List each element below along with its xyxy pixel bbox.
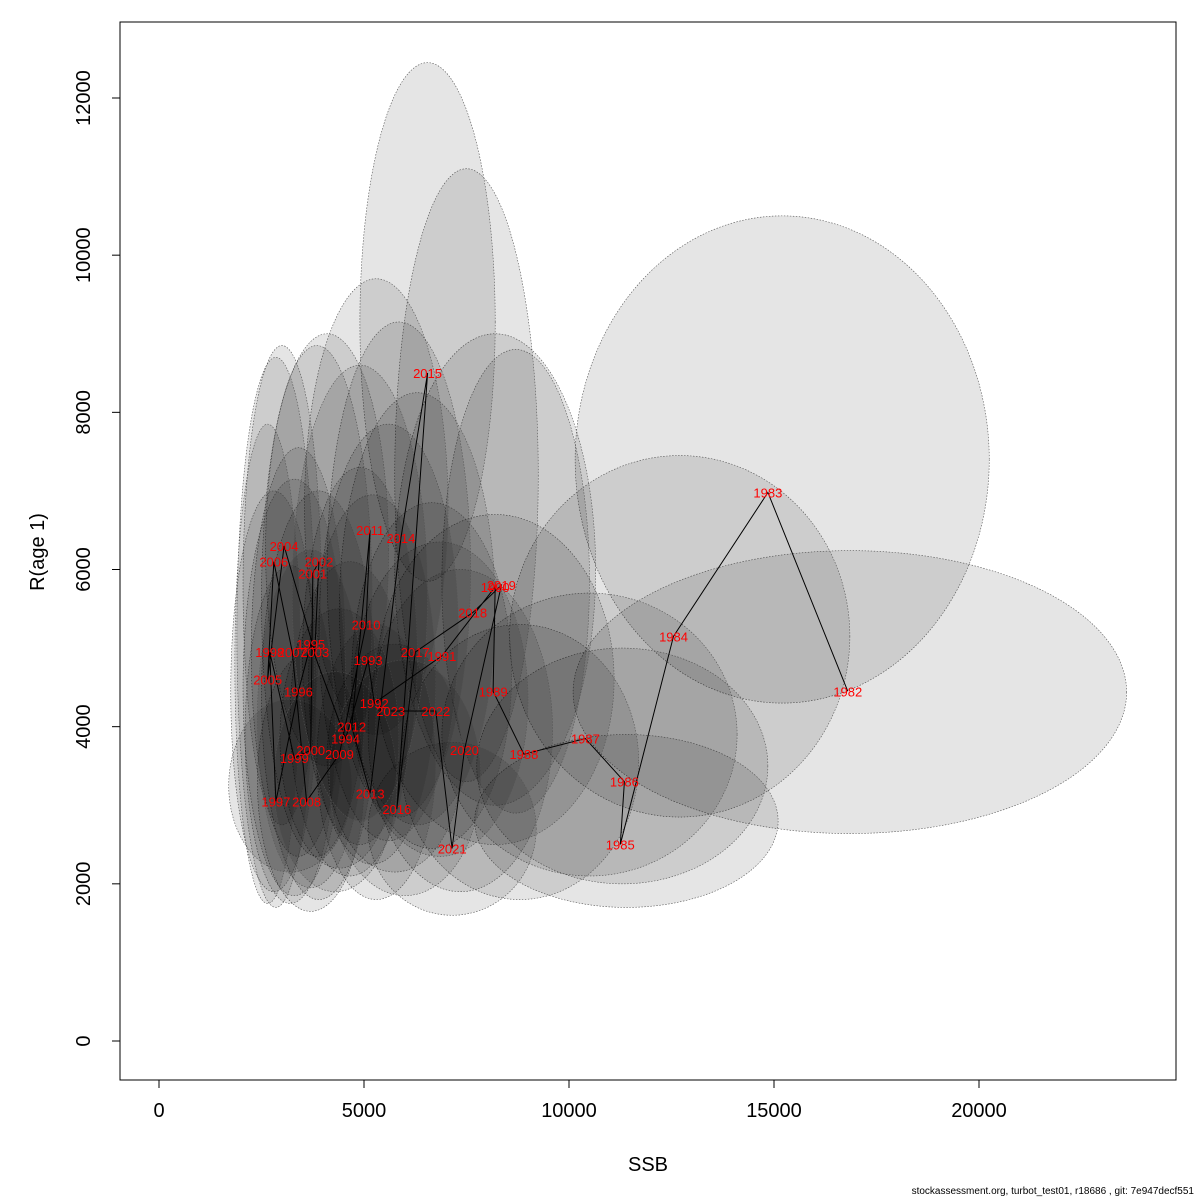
year-label-2000: 2000	[296, 743, 325, 758]
year-label-1982: 1982	[833, 684, 862, 699]
year-label-2023: 2023	[376, 704, 405, 719]
x-tick-label-20000: 20000	[951, 1100, 1007, 1122]
year-label-2004: 2004	[270, 539, 299, 554]
x-axis: 0 5000 10000 15000 20000	[153, 1079, 1007, 1122]
confidence-ellipse-2001	[318, 423, 459, 841]
confidence-ellipse-1982	[574, 215, 990, 704]
year-label-2022: 2022	[421, 704, 450, 719]
confidence-ellipse-2004	[316, 624, 437, 900]
year-labels: 1982 1983 1984 1985 1986 1987 1988 1989 1990 1991…	[253, 366, 862, 856]
confidence-ellipse-1983	[572, 550, 1127, 834]
confidence-ellipse-1993	[359, 62, 496, 582]
year-label-2017: 2017	[401, 645, 430, 660]
year-label-1994: 1994	[331, 731, 360, 746]
x-tick-label-0: 0	[153, 1100, 164, 1122]
y-axis: 0 2000 4000 6000 8000 10000 12000	[73, 70, 121, 1047]
confidence-ellipse-2017	[236, 357, 316, 908]
year-label-2007: 2007	[278, 645, 307, 660]
confidence-ellipse-2003	[308, 494, 437, 865]
year-label-1991: 1991	[427, 649, 456, 664]
y-tick-label-10000: 10000	[73, 227, 95, 283]
year-label-1989: 1989	[479, 684, 508, 699]
confidence-ellipse-1988	[400, 624, 639, 900]
year-label-1995: 1995	[296, 637, 325, 652]
confidence-ellipse-1990	[394, 333, 596, 806]
confidence-ellipse-2013	[242, 478, 346, 896]
year-label-2019: 2019	[487, 578, 516, 593]
year-label-2020: 2020	[450, 743, 479, 758]
sr-trajectory-line	[267, 372, 849, 849]
x-axis-label: SSB	[628, 1154, 668, 1176]
year-label-1998: 1998	[255, 645, 284, 660]
year-label-2018: 2018	[458, 606, 487, 621]
year-label-1985: 1985	[606, 838, 635, 853]
confidence-ellipse-2002	[304, 278, 449, 735]
year-label-2021: 2021	[438, 841, 467, 856]
confidence-ellipse-2010	[261, 490, 377, 900]
confidence-ellipse-1984	[509, 455, 851, 818]
confidence-ellipse-2016	[230, 490, 318, 892]
year-label-1983: 1983	[753, 485, 782, 500]
confidence-ellipse-2023	[291, 364, 428, 822]
year-label-2012: 2012	[337, 720, 366, 735]
year-label-2002: 2002	[304, 555, 333, 570]
confidence-ellipse-1994	[351, 502, 512, 849]
year-label-2014: 2014	[386, 531, 415, 546]
confidence-ellipse-2015	[242, 345, 322, 826]
year-label-1990: 1990	[481, 580, 510, 595]
y-tick-label-12000: 12000	[73, 70, 95, 126]
year-label-1988: 1988	[509, 747, 538, 762]
year-label-1987: 1987	[571, 731, 600, 746]
confidence-ellipse-2022	[328, 659, 482, 896]
confidence-ellipse-1987	[441, 592, 738, 877]
y-tick-label-2000: 2000	[73, 862, 95, 907]
year-label-1993: 1993	[354, 653, 383, 668]
confidence-ellipse-1991	[441, 349, 590, 814]
x-tick-label-15000: 15000	[746, 1100, 802, 1122]
year-label-1984: 1984	[659, 629, 688, 644]
year-label-2011: 2011	[356, 523, 384, 538]
confidence-ellipse-1992	[394, 168, 539, 782]
confidence-ellipses	[228, 62, 1127, 916]
y-tick-label-6000: 6000	[73, 547, 95, 592]
year-label-2009: 2009	[325, 747, 354, 762]
year-label-1999: 1999	[280, 751, 309, 766]
year-label-2003: 2003	[300, 645, 329, 660]
y-axis-label: R(age 1)	[27, 513, 49, 591]
y-tick-label-8000: 8000	[73, 390, 95, 435]
y-tick-label-0: 0	[73, 1035, 95, 1046]
x-tick-label-5000: 5000	[342, 1100, 387, 1122]
footer-credit: stockassessment.org, turbot_test01, r186…	[911, 1186, 1194, 1197]
year-label-2015: 2015	[413, 366, 442, 381]
stock-recruit-path	[267, 372, 849, 849]
year-label-2013: 2013	[356, 786, 385, 801]
year-label-2008: 2008	[292, 794, 321, 809]
x-tick-label-10000: 10000	[541, 1100, 597, 1122]
confidence-ellipse-2021	[273, 671, 398, 892]
confidence-ellipse-2018	[234, 423, 301, 904]
year-label-2010: 2010	[352, 618, 381, 633]
year-label-2005: 2005	[253, 673, 282, 688]
year-label-1996: 1996	[284, 684, 313, 699]
confidence-ellipse-2019	[228, 698, 353, 873]
confidence-ellipse-2000	[326, 643, 463, 873]
year-label-2006: 2006	[259, 555, 288, 570]
year-label-1992: 1992	[360, 696, 389, 711]
confidence-ellipse-1986	[476, 647, 769, 885]
year-label-1986: 1986	[610, 775, 639, 790]
confidence-ellipse-1999	[326, 321, 471, 818]
year-label-1997: 1997	[261, 794, 290, 809]
year-label-2016: 2016	[382, 802, 411, 817]
year-label-2001: 2001	[298, 566, 327, 581]
y-tick-label-4000: 4000	[73, 704, 95, 749]
confidence-ellipse-1996	[367, 742, 537, 916]
